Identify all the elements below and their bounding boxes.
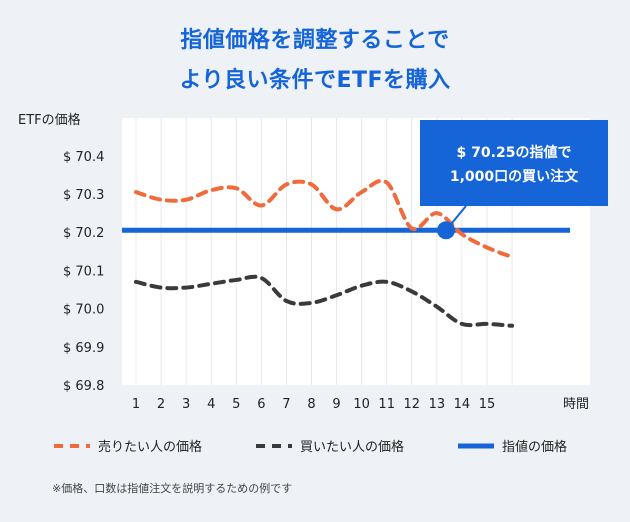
annotation-marker	[437, 221, 455, 240]
y-axis-label: ETFの価格	[18, 112, 81, 128]
y-tick-label: $ 70.4	[63, 150, 104, 165]
series-line-buy-price	[134, 274, 515, 328]
annotation-box	[420, 120, 608, 206]
x-tick-label: 15	[479, 397, 496, 412]
legend-label-limit: 指値の価格	[502, 439, 567, 455]
x-tick-label: 12	[403, 397, 420, 412]
series-line-sell-price	[134, 178, 515, 260]
line-chart: ETFの価格 $ 69.8 $ 69.9 $ 70.0 $ 70.1 $ 70.2 $ 70…	[18, 112, 608, 455]
annotation-text-line2: 1,000口の買い注文	[450, 168, 579, 185]
x-tick-label: 5	[232, 397, 240, 412]
legend-label-buy: 買いたい人の価格	[300, 439, 404, 455]
legend-label-sell: 売りたい人の価格	[98, 439, 202, 455]
annotation-text-line1: $ 70.25の指値で	[457, 144, 572, 161]
y-tick-label: $ 70.1	[63, 264, 104, 279]
x-axis-label: 時間	[563, 397, 589, 412]
x-tick-label: 13	[429, 397, 446, 412]
x-tick-label: 10	[353, 397, 370, 412]
x-tick-label: 3	[182, 397, 190, 412]
chart-title-line1: 指値価格を調整することで	[180, 28, 450, 53]
x-tick-label: 9	[332, 397, 340, 412]
y-tick-label: $ 69.9	[63, 341, 104, 356]
y-tick-label: $ 70.0	[63, 303, 104, 318]
chart-title-line2: より良い条件でETFを購入	[179, 68, 451, 93]
x-tick-label: 2	[157, 397, 165, 412]
x-tick-label: 8	[307, 397, 315, 412]
x-tick-label: 1	[132, 397, 140, 412]
x-tick-label: 4	[207, 397, 215, 412]
y-tick-label: $ 70.2	[63, 226, 104, 241]
y-tick-label: $ 69.8	[63, 379, 104, 394]
footnote: ※価格、口数は指値注文を説明するための例です	[52, 482, 293, 495]
y-tick-label: $ 70.3	[63, 188, 104, 203]
x-tick-label: 6	[257, 397, 265, 412]
x-tick-label: 11	[378, 397, 395, 412]
x-tick-label: 14	[454, 397, 471, 412]
x-tick-label: 7	[282, 397, 290, 412]
